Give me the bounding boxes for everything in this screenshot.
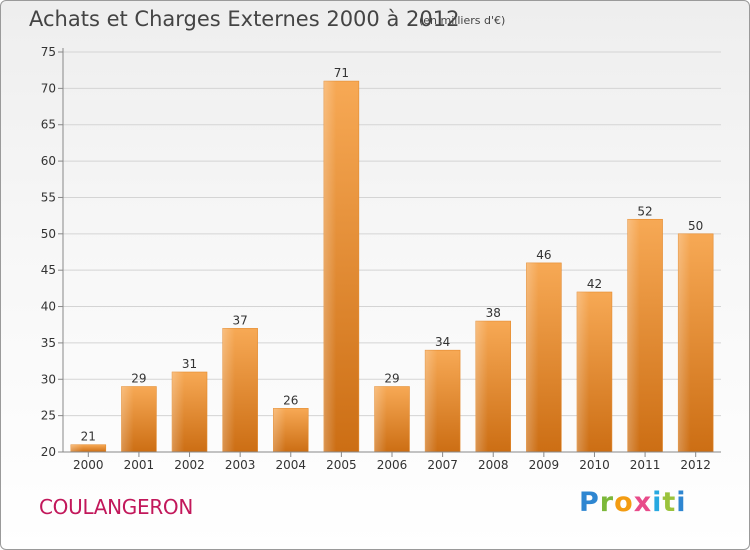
value-label-2006: 29	[384, 372, 399, 386]
chart-unit: (en milliers d'€)	[419, 14, 506, 27]
bar-highlight-2009	[526, 262, 539, 452]
x-tick-label-2006: 2006	[377, 458, 408, 472]
x-tick-label-2011: 2011	[630, 458, 661, 472]
y-tick-label-25: 25	[41, 409, 56, 423]
x-tick-label-2009: 2009	[529, 458, 560, 472]
x-tick-label-2008: 2008	[478, 458, 509, 472]
bar-highlight-2004	[273, 408, 286, 452]
value-label-2008: 38	[486, 306, 501, 320]
x-tick-label-2012: 2012	[680, 458, 711, 472]
y-tick-label-60: 60	[41, 154, 56, 168]
y-tick-label-65: 65	[41, 118, 56, 132]
bar-highlight-2000	[70, 444, 84, 452]
bar-highlight-2006	[374, 386, 387, 452]
x-tick-label-2007: 2007	[427, 458, 458, 472]
value-label-2001: 29	[131, 372, 146, 386]
bar-highlight-2002	[172, 372, 185, 452]
y-tick-label-55: 55	[41, 190, 56, 204]
value-label-2002: 31	[182, 357, 197, 371]
x-tick-label-2000: 2000	[73, 458, 104, 472]
y-tick-label-45: 45	[41, 263, 56, 277]
bar-highlight-2012	[678, 233, 691, 452]
x-tick-label-2005: 2005	[326, 458, 357, 472]
y-tick-label-20: 20	[41, 445, 56, 459]
x-tick-label-2003: 2003	[225, 458, 256, 472]
x-tick-label-2001: 2001	[124, 458, 155, 472]
bar-highlight-2010	[576, 292, 590, 452]
value-label-2005: 71	[334, 66, 349, 80]
bar-highlight-2008	[475, 321, 488, 452]
y-tick-label-35: 35	[41, 336, 56, 350]
bar-highlight-2007	[425, 350, 438, 452]
bar-highlight-2011	[627, 219, 640, 452]
x-tick-label-2002: 2002	[174, 458, 205, 472]
y-tick-label-50: 50	[41, 227, 56, 241]
value-label-2000: 21	[81, 430, 96, 444]
y-tick-label-75: 75	[41, 45, 56, 59]
axis-layer: 20 25 30 35 40 45 50 55 60 65 70 75 2000 2001 2002 2003…	[41, 45, 721, 472]
value-label-2004: 26	[283, 393, 298, 407]
y-tick-label-30: 30	[41, 372, 56, 386]
x-tick-label-2010: 2010	[579, 458, 610, 472]
value-label-2011: 52	[637, 204, 652, 218]
value-label-2007: 34	[435, 335, 450, 349]
y-tick-label-70: 70	[41, 81, 56, 95]
chart-title: Achats et Charges Externes 2000 à 2012	[29, 7, 460, 31]
x-tick-label-2004: 2004	[275, 458, 306, 472]
value-label-2003: 37	[233, 313, 248, 327]
brand-logo: Proxiti	[579, 487, 687, 518]
bar-highlight-2005	[323, 81, 337, 452]
value-label-2009: 46	[536, 248, 551, 262]
value-label-2012: 50	[688, 219, 703, 233]
bar-highlight-2003	[222, 328, 235, 452]
commune-name: COULANGERON	[39, 495, 194, 519]
y-tick-label-40: 40	[41, 300, 56, 314]
value-label-2010: 42	[587, 277, 602, 291]
bar-highlight-2001	[121, 386, 134, 452]
bar-layer: 21 29 31 37 26 71 29 34 38 46 42 52 50	[70, 66, 714, 453]
